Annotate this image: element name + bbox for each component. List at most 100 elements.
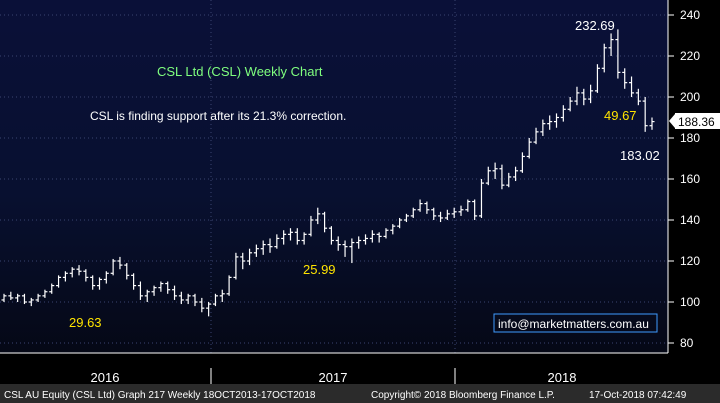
ohlc-bar	[424, 201, 430, 214]
ohlc-bar	[267, 238, 273, 253]
x-tick-label: 2016	[91, 370, 120, 385]
last-price-label: 188.36	[678, 115, 715, 129]
last-price-box	[675, 113, 720, 129]
ohlc-bar	[485, 166, 491, 186]
ohlc-bar	[315, 207, 321, 225]
ohlc-bar	[144, 289, 150, 302]
ohlc-bar	[294, 228, 300, 245]
annotation-low: 183.02	[620, 148, 660, 163]
ohlc-bar	[42, 289, 48, 298]
ohlc-bar	[206, 302, 212, 317]
y-tick-label: 100	[680, 295, 700, 309]
ohlc-bar	[240, 252, 246, 270]
ohlc-bar	[519, 152, 525, 173]
y-tick-label: 140	[680, 213, 700, 227]
ohlc-bar	[103, 271, 109, 284]
ohlc-bar	[554, 113, 560, 128]
ohlc-bar	[356, 236, 362, 249]
ohlc-bar	[185, 293, 191, 305]
ohlc-bar	[383, 228, 389, 239]
annotation-high: 232.69	[575, 18, 615, 33]
ohlc-bar	[499, 164, 505, 190]
ohlc-bar	[649, 117, 655, 130]
ohlc-bar	[8, 291, 14, 300]
ohlc-bar	[328, 226, 334, 245]
ohlc-bar	[260, 240, 266, 255]
ohlc-bar	[615, 29, 621, 79]
annotation-2015-rise: 29.63	[69, 315, 102, 330]
y-axis-panel	[668, 0, 720, 353]
ohlc-bar	[49, 283, 55, 294]
ohlc-bar	[308, 215, 314, 237]
ohlc-bar	[76, 265, 82, 276]
ohlc-bar	[444, 209, 450, 220]
ohlc-bar	[390, 224, 396, 235]
ohlc-bar	[526, 138, 532, 159]
ohlc-bar	[431, 207, 437, 220]
ohlc-bar	[594, 64, 600, 93]
ohlc-bar	[581, 88, 587, 106]
footer-copyright: Copyright© 2018 Bloomberg Finance L.P.	[371, 390, 555, 401]
ohlc-bar	[588, 84, 594, 104]
y-tick-label: 160	[680, 172, 700, 186]
ohlc-bar	[465, 199, 471, 212]
ohlc-bar	[438, 211, 444, 223]
ohlc-bar	[363, 234, 369, 245]
ohlc-bar	[158, 281, 164, 292]
x-axis-panel	[0, 353, 720, 384]
ohlc-bar	[96, 277, 102, 290]
chart-title: CSL Ltd (CSL) Weekly Chart	[157, 64, 323, 79]
ohlc-bar	[560, 105, 566, 122]
ohlc-bar	[335, 236, 341, 251]
x-axis: 2016 2017 2018	[0, 352, 668, 385]
ohlc-bar	[369, 230, 375, 243]
footer-security: CSL AU Equity (CSL Ltd) Graph 217 Weekly…	[4, 390, 316, 401]
plot-background	[0, 0, 668, 353]
ohlc-bar	[608, 33, 614, 56]
grid-layer	[0, 0, 668, 353]
y-tick-label: 80	[680, 336, 694, 350]
annotation-correction-size: 49.67	[604, 108, 637, 123]
ohlc-bar	[301, 232, 307, 245]
ohlc-bar	[199, 297, 205, 313]
ohlc-bar	[226, 275, 232, 296]
ohlc-bar	[192, 293, 198, 307]
ohlc-bar	[233, 252, 239, 280]
ohlc-bar	[178, 291, 184, 305]
ohlc-bar	[1, 293, 7, 302]
ohlc-bar	[451, 207, 457, 218]
ohlc-bar	[342, 240, 348, 257]
ohlc-bar	[574, 86, 580, 106]
ohlc-bar	[131, 273, 137, 290]
ohlc-bar	[492, 162, 498, 179]
ohlc-bar	[253, 244, 259, 257]
watermark-text[interactable]: info@marketmatters.com.au	[498, 317, 649, 331]
footer-panel	[0, 384, 720, 403]
y-axis: 80 100 120 140 160 180 200 220 240	[667, 0, 700, 353]
ohlc-bar	[117, 256, 123, 270]
x-tick-label: 2018	[548, 370, 577, 385]
ohlc-bar	[472, 199, 478, 220]
ohlc-bar	[403, 213, 409, 223]
ohlc-bar	[151, 285, 157, 296]
x-tick-label: 2017	[319, 370, 348, 385]
annotation-2016-rise: 25.99	[303, 262, 336, 277]
ohlc-bar	[69, 267, 75, 278]
y-tick-label: 120	[680, 254, 700, 268]
ohlc-bar	[212, 293, 218, 307]
ohlc-bar	[322, 211, 328, 233]
ohlc-bar	[410, 207, 416, 218]
ohlc-bar	[21, 293, 27, 305]
footer-timestamp: 17-Oct-2018 07:42:49	[589, 390, 687, 401]
ohlc-bar	[629, 76, 635, 97]
y-tick-label: 220	[680, 49, 700, 63]
ohlc-bar	[35, 293, 41, 302]
y-tick-label: 200	[680, 90, 700, 104]
ohlc-bar	[601, 43, 607, 73]
watermark-box	[493, 313, 658, 333]
y-tick-label: 240	[680, 8, 700, 22]
ohlc-bar	[274, 234, 280, 249]
ohlc-bar	[506, 172, 512, 188]
